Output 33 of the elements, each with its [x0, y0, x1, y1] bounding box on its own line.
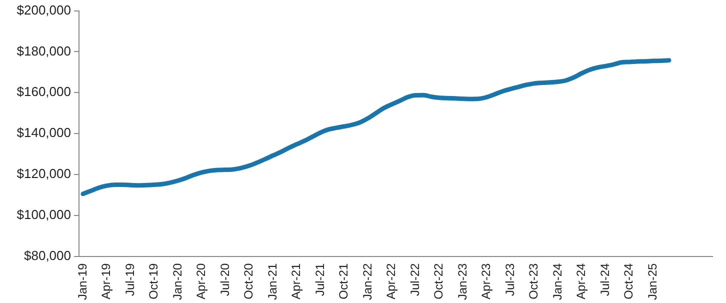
x-tick-label: Oct-22	[432, 262, 446, 300]
y-tick-label: $160,000	[16, 84, 71, 100]
x-tick-label: Oct-21	[336, 262, 351, 300]
x-tick-label: Apr-19	[99, 262, 114, 300]
x-tick-label: Jan-25	[645, 262, 660, 300]
x-tick-label: Jan-24	[550, 262, 564, 300]
y-tick-label: $180,000	[16, 43, 71, 58]
x-tick-label: Oct-23	[526, 262, 541, 300]
y-tick-label: $200,000	[16, 2, 71, 18]
x-tick-label: Oct-20	[242, 262, 256, 300]
x-tick-label: Jan-19	[75, 262, 90, 300]
x-tick-label: Jul-19	[122, 262, 137, 296]
x-tick-label: Apr-21	[289, 262, 304, 300]
y-tick-label: $100,000	[16, 206, 71, 222]
line-series	[80, 58, 672, 196]
y-tick-label: $80,000	[24, 248, 71, 263]
x-tick-label: Jul-20	[218, 262, 232, 296]
x-tick-label: Jan-23	[455, 262, 470, 300]
x-tick-label: Jan-20	[170, 262, 184, 300]
x-tick-label: Apr-24	[574, 262, 588, 300]
x-tick-label: Jan-22	[360, 262, 374, 300]
x-tick-label: Apr-20	[194, 262, 208, 300]
x-tick-label: Jul-22	[408, 262, 422, 296]
x-tick-label: Oct-19	[146, 262, 161, 300]
x-tick-label: Oct-24	[622, 262, 636, 300]
x-tick-label: Jul-21	[312, 262, 327, 296]
y-tick-label: $120,000	[16, 166, 71, 182]
x-tick-label: Apr-23	[479, 262, 494, 300]
x-tick-label: Apr-22	[384, 262, 398, 300]
x-tick-label: Jul-24	[598, 262, 612, 296]
x-tick-label: Jan-21	[265, 262, 280, 300]
x-tick-label: Jul-23	[502, 262, 517, 296]
y-tick-label: $140,000	[16, 125, 71, 140]
